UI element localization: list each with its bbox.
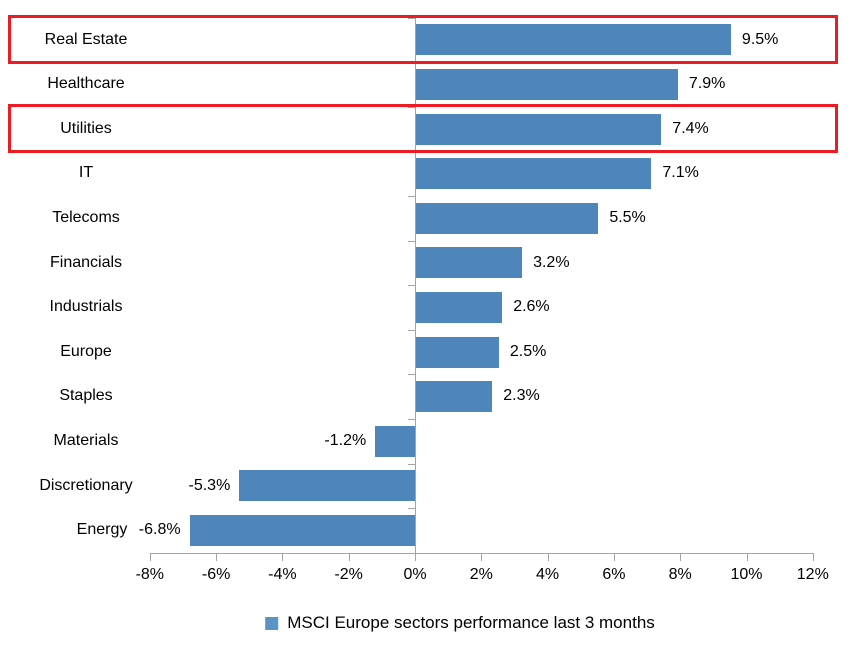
bar	[416, 381, 493, 413]
category-label: Discretionary	[39, 476, 133, 494]
x-tick-label: 8%	[668, 566, 692, 583]
x-tick-label: 2%	[469, 566, 493, 583]
value-label: 5.5%	[609, 209, 646, 226]
x-tick-label: -2%	[334, 566, 363, 583]
x-axis-tick	[216, 553, 218, 561]
bar	[416, 158, 652, 190]
value-label: 2.6%	[513, 298, 550, 316]
x-axis-tick	[680, 553, 682, 561]
value-label: 7.1%	[662, 164, 699, 182]
bar	[416, 292, 503, 323]
category-label: Healthcare	[47, 75, 125, 93]
x-tick-label: 12%	[796, 566, 829, 583]
y-axis-tick	[408, 240, 415, 242]
bar	[416, 113, 662, 145]
x-axis-tick	[481, 553, 483, 561]
x-axis-tick	[348, 553, 350, 561]
bar	[416, 202, 599, 234]
category-label: Real Estate	[44, 30, 128, 48]
legend-label: MSCI Europe sectors performance last 3 m…	[287, 613, 655, 632]
y-axis-tick	[408, 196, 415, 197]
y-axis-tick	[408, 106, 415, 108]
value-label: -1.2%	[324, 432, 367, 449]
x-axis-tick	[282, 553, 284, 561]
x-axis-tick	[149, 553, 151, 561]
y-axis-tick	[408, 508, 415, 510]
y-axis-tick	[408, 285, 415, 287]
category-label: Staples	[59, 387, 113, 405]
y-axis-tick	[408, 329, 415, 331]
category-label: Utilities	[60, 119, 112, 137]
value-label: 2.5%	[509, 342, 547, 360]
category-label: Industrials	[49, 298, 123, 316]
highlight-box	[8, 14, 838, 65]
x-axis-tick	[746, 553, 748, 561]
y-axis-tick	[408, 463, 415, 465]
x-tick-label: -8%	[135, 566, 165, 583]
category-label: Telecoms	[52, 209, 120, 226]
value-label: 2.3%	[503, 387, 540, 405]
value-label: 9.5%	[741, 30, 779, 48]
x-tick-label: 10%	[730, 566, 763, 583]
x-tick-label: 0%	[403, 566, 427, 583]
category-label: Financials	[49, 253, 123, 271]
y-axis-line	[415, 17, 416, 553]
bar	[416, 247, 523, 279]
value-label: 7.4%	[672, 119, 709, 137]
y-axis-tick	[408, 17, 415, 19]
x-axis-tick	[415, 553, 416, 561]
bar	[375, 425, 415, 457]
x-axis-tick	[613, 553, 615, 561]
category-label: Europe	[60, 342, 112, 360]
x-tick-label: 6%	[602, 566, 626, 583]
x-tick-label: 4%	[536, 566, 560, 583]
category-label: Energy	[76, 521, 128, 539]
legend-marker-icon	[265, 616, 279, 630]
bar	[239, 470, 415, 502]
x-axis-tick	[547, 553, 549, 561]
category-label: Materials	[53, 432, 119, 449]
value-label: -6.8%	[138, 521, 181, 539]
category-label: IT	[78, 164, 94, 182]
y-axis-tick	[408, 374, 415, 376]
y-axis-tick	[408, 419, 415, 420]
x-tick-label: -4%	[268, 566, 297, 583]
bar	[416, 336, 499, 368]
bar	[189, 515, 415, 546]
value-label: -5.3%	[188, 476, 231, 494]
legend: MSCI Europe sectors performance last 3 m…	[265, 613, 655, 633]
value-label: 7.9%	[688, 75, 726, 93]
x-tick-label: -6%	[201, 566, 231, 583]
bar	[416, 69, 678, 100]
bar	[416, 24, 731, 56]
value-label: 3.2%	[533, 253, 570, 271]
x-axis-tick	[812, 553, 814, 561]
highlight-box	[8, 103, 838, 154]
